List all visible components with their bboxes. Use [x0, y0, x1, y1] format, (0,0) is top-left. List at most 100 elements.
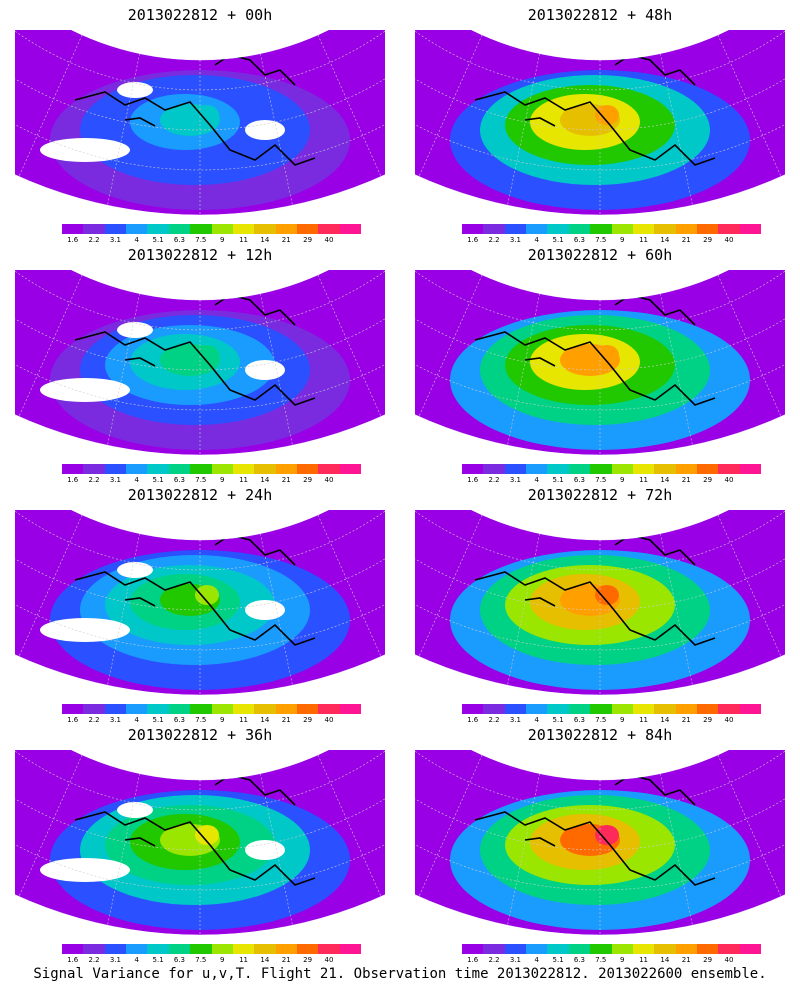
- figure-caption: Signal Variance for u,v,T. Flight 21. Ob…: [33, 966, 767, 982]
- colorbar-tick-label: 4: [534, 716, 539, 724]
- colorbar-tick-label: 2.2: [488, 476, 500, 484]
- colorbar-swatch: [590, 704, 612, 714]
- colorbar-swatch: [104, 944, 127, 954]
- colorbar-tick-label: 1.6: [467, 956, 479, 964]
- missing-data-area: [245, 360, 285, 380]
- colorbar-swatch: [339, 224, 362, 234]
- colorbar: [462, 464, 762, 474]
- colorbar-swatch: [104, 464, 127, 474]
- colorbar-swatch: [590, 224, 612, 234]
- colorbar: [62, 704, 362, 714]
- signal-variance-map: [415, 270, 785, 456]
- colorbar-tick-label: 4: [134, 236, 139, 244]
- signal-variance-map: [15, 270, 385, 456]
- colorbar-swatch: [483, 464, 505, 474]
- colorbar-tick-label: 7.5: [195, 956, 207, 964]
- colorbar-tick-label: 21: [681, 476, 691, 484]
- colorbar-tick-label: 11: [639, 236, 648, 244]
- colorbar-tick-label: 11: [239, 476, 248, 484]
- colorbar-labels: 1.6 2.2 3.1 4 5.1 6.3 7.5 9 11 14 21 29 40: [452, 716, 772, 726]
- map-panel: 2013022812 + 84h 1.6 2.2 3.1 4 5.1 6.3 7.5 9 11 14…: [400, 720, 800, 965]
- colorbar-tick-label: 14: [260, 716, 270, 724]
- map-panel: 2013022812 + 48h 1.6 2.2 3.1 4 5.1 6.3 7.5 9 11 14…: [400, 0, 800, 245]
- colorbar-swatch: [62, 944, 84, 954]
- colorbar-tick-label: 11: [239, 956, 248, 964]
- colorbar-swatch: [611, 224, 633, 234]
- colorbar-tick-label: 3.1: [509, 476, 521, 484]
- colorbar-swatch: [739, 224, 762, 234]
- colorbar-swatch: [254, 464, 276, 474]
- colorbar-tick-label: 5.1: [552, 476, 564, 484]
- colorbar-swatch: [547, 224, 569, 234]
- colorbar-swatch: [504, 704, 527, 714]
- colorbar-swatch: [296, 464, 319, 474]
- signal-variance-map: [15, 30, 385, 216]
- colorbar-swatch: [590, 464, 612, 474]
- panel-title: 2013022812 + 60h: [527, 246, 673, 264]
- colorbar-tick-label: 7.5: [595, 716, 607, 724]
- signal-variance-map: [415, 510, 785, 696]
- colorbar: [462, 224, 762, 234]
- colorbar-labels: 1.6 2.2 3.1 4 5.1 6.3 7.5 9 11 14 21 29 40: [52, 236, 372, 246]
- colorbar-tick-label: 14: [260, 476, 270, 484]
- colorbar-tick-label: 6.3: [173, 476, 186, 484]
- colorbar-tick-label: 2.2: [88, 956, 100, 964]
- colorbar-swatch: [632, 944, 655, 954]
- colorbar-tick-label: 6.3: [173, 956, 186, 964]
- colorbar-swatch: [526, 944, 548, 954]
- colorbar-tick-label: 7.5: [595, 236, 607, 244]
- colorbar-swatch: [147, 944, 169, 954]
- colorbar-tick-label: 11: [639, 716, 648, 724]
- colorbar-tick-label: 2.2: [488, 236, 500, 244]
- map-panel: 2013022812 + 24h 1.6 2.2 3.1 4 5.1 6.3 7.5 9 11 14…: [0, 480, 400, 725]
- map-panel: 2013022812 + 00h 1.6 2.2 3.1 4 5.1 6.3 7.5 9 11 14…: [0, 0, 400, 245]
- colorbar-swatch: [275, 464, 297, 474]
- colorbar-tick-label: 1.6: [67, 716, 79, 724]
- colorbar-swatch: [462, 944, 484, 954]
- colorbar-tick-label: 4: [534, 476, 539, 484]
- missing-data-area: [245, 120, 285, 140]
- colorbar-swatch: [211, 464, 233, 474]
- colorbar-swatch: [483, 224, 505, 234]
- colorbar-swatch: [168, 704, 191, 714]
- colorbar-swatch: [339, 464, 362, 474]
- colorbar-swatch: [632, 224, 655, 234]
- missing-data-area: [40, 138, 130, 162]
- colorbar-tick-label: 14: [660, 236, 670, 244]
- colorbar-tick-label: 29: [703, 956, 713, 964]
- colorbar-tick-label: 11: [239, 236, 248, 244]
- colorbar-swatch: [462, 224, 484, 234]
- colorbar-swatch: [168, 944, 191, 954]
- colorbar-swatch: [526, 704, 548, 714]
- colorbar-swatch: [254, 224, 276, 234]
- colorbar-tick-label: 7.5: [595, 956, 607, 964]
- colorbar-tick-label: 3.1: [109, 236, 121, 244]
- colorbar-swatch: [62, 464, 84, 474]
- missing-data-area: [245, 840, 285, 860]
- colorbar-swatch: [104, 224, 127, 234]
- contour-region: [595, 105, 619, 125]
- colorbar-swatch: [126, 944, 148, 954]
- panel-title: 2013022812 + 00h: [127, 6, 273, 24]
- colorbar-swatch: [632, 464, 655, 474]
- colorbar-swatch: [126, 224, 148, 234]
- colorbar-labels: 1.6 2.2 3.1 4 5.1 6.3 7.5 9 11 14 21 29 40: [52, 956, 372, 966]
- colorbar-swatch: [718, 704, 740, 714]
- colorbar-swatch: [739, 464, 762, 474]
- colorbar-tick-label: 4: [134, 716, 139, 724]
- missing-data-area: [117, 82, 153, 98]
- colorbar-swatch: [296, 224, 319, 234]
- colorbar-swatch: [675, 704, 697, 714]
- map-panel: 2013022812 + 12h 1.6 2.2 3.1 4 5.1 6.3 7.5 9 11 14…: [0, 240, 400, 485]
- colorbar-tick-label: 40: [724, 236, 734, 244]
- colorbar-swatch: [718, 224, 740, 234]
- colorbar-swatch: [147, 224, 169, 234]
- colorbar-tick-label: 5.1: [152, 956, 164, 964]
- colorbar-tick-label: 29: [303, 236, 313, 244]
- colorbar-tick-label: 6.3: [173, 716, 186, 724]
- contour-region: [195, 105, 219, 125]
- colorbar-swatch: [168, 464, 191, 474]
- colorbar-swatch: [211, 704, 233, 714]
- colorbar-tick-label: 21: [281, 236, 291, 244]
- colorbar-tick-label: 4: [134, 956, 139, 964]
